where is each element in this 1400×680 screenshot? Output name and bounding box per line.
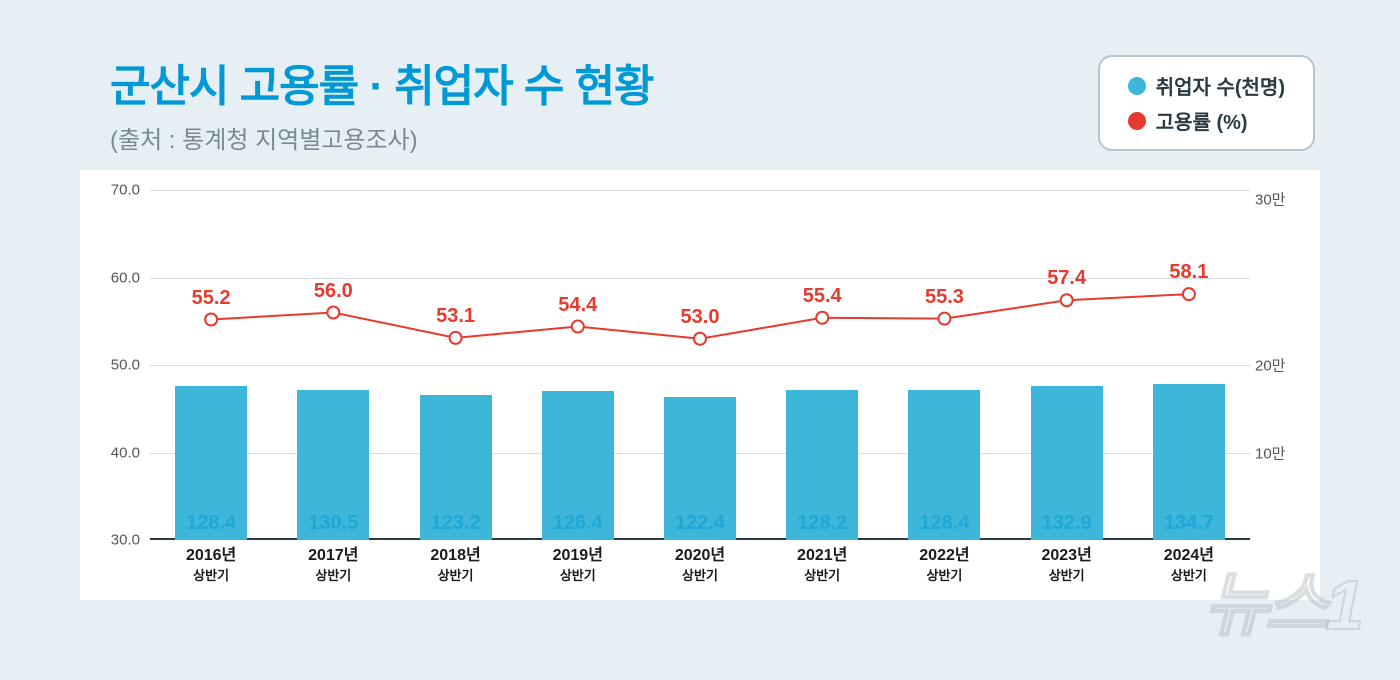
y-right-tick: 20만: [1255, 355, 1305, 376]
x-category-year: 2019년: [508, 541, 648, 565]
x-category-year: 2021년: [752, 541, 892, 565]
y-right-tick: 30만: [1255, 188, 1305, 209]
chart-subtitle: (출처 : 통계청 지역별고용조사): [110, 120, 654, 155]
line-value-label: 53.1: [436, 305, 475, 328]
chart-title: 군산시 고용률 · 취업자 수 현황: [110, 50, 654, 114]
header: 군산시 고용률 · 취업자 수 현황 (출처 : 통계청 지역별고용조사): [110, 50, 654, 155]
line-value-label: 57.4: [1047, 267, 1086, 290]
x-category-year: 2024년: [1119, 541, 1259, 565]
legend-swatch-bar: [1128, 77, 1146, 95]
x-category-sub: 상반기: [874, 565, 1014, 584]
line-value-label: 53.0: [681, 306, 720, 329]
x-category-year: 2016년: [141, 541, 281, 565]
legend-item-line: 고용률 (%): [1128, 106, 1285, 135]
x-category-sub: 상반기: [997, 565, 1137, 584]
line-value-label: 55.4: [803, 285, 842, 308]
x-category: 2022년상반기: [874, 541, 1014, 584]
line-value-label: 55.3: [925, 286, 964, 309]
legend-label-bar: 취업자 수(천명): [1156, 71, 1285, 100]
legend: 취업자 수(천명) 고용률 (%): [1098, 55, 1315, 151]
x-category: 2023년상반기: [997, 541, 1137, 584]
x-category-year: 2023년: [997, 541, 1137, 565]
x-category-year: 2018년: [386, 541, 526, 565]
y-left-tick: 60.0: [100, 269, 140, 286]
line-value-label: 56.0: [314, 280, 353, 303]
x-category-sub: 상반기: [263, 565, 403, 584]
x-category-year: 2022년: [874, 541, 1014, 565]
y-left-tick: 40.0: [100, 444, 140, 461]
y-left-tick: 70.0: [100, 182, 140, 199]
x-category: 2021년상반기: [752, 541, 892, 584]
x-category: 2024년상반기: [1119, 541, 1259, 584]
x-category: 2016년상반기: [141, 541, 281, 584]
legend-swatch-line: [1128, 112, 1146, 130]
plot-region: 30.040.050.060.070.010만20만30만128.42016년상…: [150, 190, 1250, 540]
x-category: 2018년상반기: [386, 541, 526, 584]
line-value-label: 55.2: [192, 287, 231, 310]
line-value-label: 54.4: [558, 294, 597, 317]
x-category-year: 2020년: [630, 541, 770, 565]
x-category: 2017년상반기: [263, 541, 403, 584]
x-category-sub: 상반기: [141, 565, 281, 584]
x-category-sub: 상반기: [752, 565, 892, 584]
y-left-tick: 30.0: [100, 532, 140, 549]
x-category-year: 2017년: [263, 541, 403, 565]
legend-item-bar: 취업자 수(천명): [1128, 71, 1285, 100]
line-value-label: 58.1: [1169, 261, 1208, 284]
line-series: [150, 190, 1250, 540]
x-category-sub: 상반기: [386, 565, 526, 584]
y-right-tick: 10만: [1255, 442, 1305, 463]
x-category-sub: 상반기: [630, 565, 770, 584]
chart-area: 30.040.050.060.070.010만20만30만128.42016년상…: [80, 170, 1320, 600]
legend-label-line: 고용률 (%): [1156, 106, 1248, 135]
x-category: 2019년상반기: [508, 541, 648, 584]
x-category: 2020년상반기: [630, 541, 770, 584]
y-left-tick: 50.0: [100, 357, 140, 374]
x-category-sub: 상반기: [1119, 565, 1259, 584]
x-category-sub: 상반기: [508, 565, 648, 584]
